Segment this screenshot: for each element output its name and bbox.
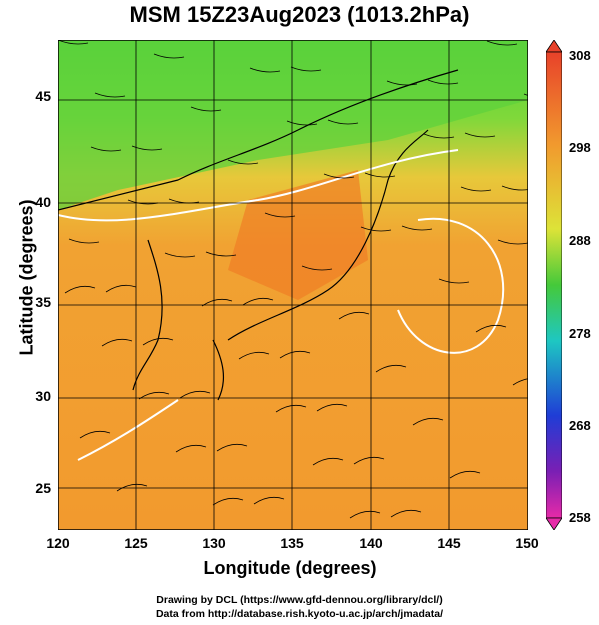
streamline bbox=[290, 66, 322, 72]
streamline bbox=[68, 238, 100, 244]
streamline bbox=[323, 173, 355, 179]
streamline bbox=[423, 133, 455, 139]
streamline bbox=[264, 212, 296, 218]
streamline bbox=[58, 40, 89, 45]
isotherm-1 bbox=[58, 149, 459, 222]
streamline bbox=[275, 404, 307, 413]
streamline bbox=[105, 284, 137, 293]
streamline bbox=[338, 311, 370, 320]
isotherm-2 bbox=[397, 217, 505, 354]
streamline bbox=[116, 483, 148, 492]
streamline bbox=[497, 239, 528, 245]
chart-title: MSM 15Z23Aug2023 (1013.2hPa) bbox=[129, 2, 470, 27]
streamline bbox=[301, 265, 333, 271]
y-tick-25: 25 bbox=[35, 480, 51, 496]
x-tick-145: 145 bbox=[437, 535, 461, 551]
credit-data: Data from http://database.rish.kyoto-u.a… bbox=[155, 608, 444, 620]
streamline bbox=[327, 119, 359, 125]
streamline bbox=[386, 80, 418, 86]
x-tick-135: 135 bbox=[280, 535, 304, 551]
temperature-map bbox=[58, 40, 528, 530]
streamline bbox=[449, 470, 481, 479]
streamline bbox=[360, 226, 392, 232]
colorbar bbox=[546, 40, 562, 530]
streamline bbox=[512, 378, 528, 386]
streamline bbox=[438, 278, 470, 284]
streamline bbox=[401, 225, 433, 231]
streamline bbox=[79, 430, 111, 439]
streamline bbox=[312, 457, 344, 466]
x-tick-150: 150 bbox=[515, 535, 539, 551]
streamline bbox=[353, 456, 385, 465]
streamline bbox=[175, 444, 207, 453]
x-tick-125: 125 bbox=[124, 535, 148, 551]
streamline bbox=[412, 417, 444, 426]
streamline bbox=[201, 298, 233, 307]
colorbar-tick-288: 288 bbox=[569, 233, 591, 248]
y-tick-45: 45 bbox=[35, 88, 51, 104]
cool-region-north bbox=[58, 40, 528, 210]
colorbar-tick-298: 298 bbox=[569, 140, 591, 155]
x-tick-140: 140 bbox=[359, 535, 383, 551]
colorbar-tick-308: 308 bbox=[569, 48, 591, 63]
streamline bbox=[90, 146, 122, 152]
streamline bbox=[364, 172, 396, 178]
x-tick-120: 120 bbox=[46, 535, 70, 551]
colorbar-tick-268: 268 bbox=[569, 418, 591, 433]
streamline bbox=[523, 93, 528, 96]
streamline bbox=[286, 120, 318, 126]
streamline bbox=[205, 251, 237, 257]
streamline bbox=[390, 509, 422, 518]
streamline bbox=[142, 337, 174, 346]
warm-anomaly-japan-sea bbox=[228, 170, 368, 300]
x-axis-label: Longitude (degrees) bbox=[203, 558, 377, 578]
streamline bbox=[242, 297, 274, 306]
streamline bbox=[475, 324, 507, 333]
streamline bbox=[190, 106, 222, 112]
streamline bbox=[464, 132, 496, 138]
colorbar-tick-278: 278 bbox=[569, 326, 591, 341]
streamline bbox=[64, 285, 96, 294]
streamline bbox=[94, 92, 126, 98]
y-tick-30: 30 bbox=[35, 388, 51, 404]
coast-asia bbox=[58, 69, 459, 211]
y-tick-40: 40 bbox=[35, 194, 51, 210]
streamline bbox=[460, 186, 492, 192]
coast-japan bbox=[227, 129, 429, 341]
streamline bbox=[316, 403, 348, 412]
streamline bbox=[227, 159, 259, 165]
streamline bbox=[101, 338, 133, 347]
coast-kyushu bbox=[212, 339, 224, 401]
streamline bbox=[153, 53, 185, 59]
streamline bbox=[253, 496, 285, 505]
streamline bbox=[279, 350, 311, 359]
credit-drawing: Drawing by DCL (https://www.gfd-dennou.o… bbox=[156, 594, 443, 606]
streamline bbox=[131, 145, 163, 151]
streamline bbox=[127, 199, 159, 205]
streamline bbox=[216, 443, 248, 452]
streamline bbox=[375, 364, 407, 373]
coast-korea bbox=[132, 239, 163, 391]
y-tick-35: 35 bbox=[35, 294, 51, 310]
streamline bbox=[179, 390, 211, 399]
streamline bbox=[249, 67, 281, 73]
colorbar-tick-258: 258 bbox=[569, 510, 591, 525]
streamline bbox=[486, 40, 518, 46]
streamline bbox=[238, 351, 270, 360]
x-tick-130: 130 bbox=[202, 535, 226, 551]
streamline bbox=[349, 510, 381, 519]
y-axis-label: Latitude (degrees) bbox=[16, 199, 37, 356]
streamline bbox=[427, 79, 459, 85]
streamline bbox=[212, 497, 244, 506]
isotherm-3 bbox=[77, 399, 179, 461]
streamline bbox=[138, 391, 170, 400]
streamline bbox=[501, 185, 528, 191]
streamline bbox=[164, 252, 196, 258]
